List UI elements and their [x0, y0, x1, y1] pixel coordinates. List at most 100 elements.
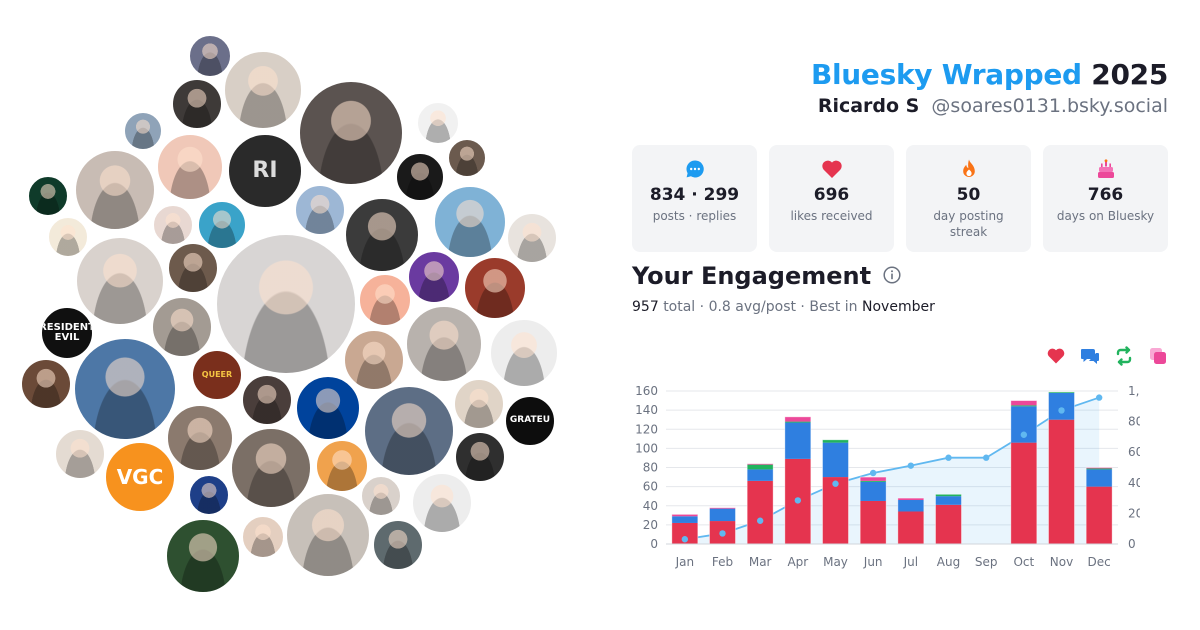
header: Bluesky Wrapped 2025 Ricardo S @soares01…	[811, 58, 1168, 117]
avatar[interactable]	[73, 337, 177, 441]
avatar[interactable]	[165, 518, 241, 594]
avatar[interactable]	[215, 233, 357, 375]
y-tick-label-right: 1,000	[1128, 384, 1140, 398]
avatar-photo	[300, 82, 402, 184]
chart-legend	[1046, 346, 1168, 366]
bar-segment-1	[747, 469, 774, 481]
avatar[interactable]	[54, 428, 106, 480]
avatar[interactable]	[363, 385, 455, 477]
avatar-text: GRATEU	[509, 415, 551, 426]
cumulative-point	[719, 530, 726, 537]
avatar-photo	[217, 235, 355, 373]
stat-label: day posting streak	[933, 209, 1004, 240]
avatar[interactable]	[489, 318, 559, 388]
y-tick-label-right: 0	[1128, 537, 1136, 551]
bar-segment-3	[897, 498, 924, 501]
avatar[interactable]	[156, 133, 224, 201]
y-tick-label-left: 140	[635, 403, 658, 417]
avatar[interactable]	[407, 250, 461, 304]
avatar-photo	[374, 521, 422, 569]
x-tick-label: Feb	[712, 555, 733, 569]
x-tick-label: Aug	[937, 555, 960, 569]
bar-segment-1	[822, 442, 849, 478]
bar-segment-3	[1086, 467, 1113, 469]
avatar-photo	[317, 441, 367, 491]
avatar[interactable]: RI	[227, 133, 303, 209]
bar-segment-2	[1010, 405, 1037, 407]
avatar[interactable]	[405, 305, 483, 383]
avatar-photo	[296, 186, 344, 234]
avatar-photo	[168, 406, 232, 470]
repost-icon	[1114, 346, 1134, 366]
avatar[interactable]	[295, 375, 361, 441]
bar-segment-1	[671, 516, 698, 523]
avatar[interactable]	[358, 273, 412, 327]
stat-card-streak: 50 day posting streak	[906, 145, 1031, 252]
engagement-chart: 0 20 40 60 80 100 120 140 160 0 200 400 600 800 1,000 J…	[635, 384, 1140, 569]
avatar[interactable]	[506, 212, 558, 264]
bar-segment-2	[935, 494, 962, 497]
avatar[interactable]	[315, 439, 369, 493]
y-tick-label-left: 160	[635, 384, 658, 398]
avatar[interactable]	[27, 175, 69, 217]
avatar[interactable]	[75, 236, 165, 326]
reply-icon	[1080, 346, 1100, 366]
y-tick-label-right: 400	[1128, 476, 1140, 490]
bar-segment-3	[860, 477, 887, 481]
avatar[interactable]	[416, 101, 460, 145]
avatar-text: VGC	[116, 464, 164, 489]
avatar[interactable]: QUEER	[191, 349, 243, 401]
stat-label: posts · replies	[652, 209, 737, 223]
bar-segment-0	[1010, 442, 1037, 544]
bar-segment-1	[935, 496, 962, 505]
engagement-total: 957	[632, 299, 659, 315]
bar-segment-1	[709, 508, 736, 522]
stat-value: 696	[813, 185, 850, 205]
avatar[interactable]	[171, 78, 223, 130]
avatar-photo	[22, 360, 70, 408]
avatar[interactable]	[74, 149, 156, 231]
avatar[interactable]	[188, 474, 230, 516]
avatar-photo	[154, 206, 192, 244]
avatar[interactable]	[123, 111, 163, 151]
avatar[interactable]	[298, 80, 404, 186]
bar-segment-2	[1086, 468, 1113, 470]
avatar[interactable]	[372, 519, 424, 571]
avatar[interactable]	[223, 50, 303, 130]
y-tick-label-left: 60	[643, 480, 658, 494]
cumulative-point	[756, 517, 764, 524]
avatar[interactable]	[188, 34, 232, 78]
avatar-photo	[449, 140, 485, 176]
avatar[interactable]	[241, 515, 285, 559]
avatar-cloud: RI RESIDENT EVIL QUEER GRATEU VGC	[20, 34, 559, 594]
cumulative-point	[794, 497, 802, 504]
avatar[interactable]	[20, 358, 72, 410]
avatar[interactable]	[433, 185, 507, 259]
x-tick-label: Jun	[863, 555, 883, 569]
engagement-title: Your Engagement	[632, 262, 872, 290]
avatar[interactable]	[285, 492, 371, 578]
avatar[interactable]: RESIDENT EVIL	[40, 306, 94, 360]
avatar-photo	[435, 187, 505, 257]
avatar-photo	[456, 433, 504, 481]
bar-segment-3	[1010, 400, 1037, 406]
bar-segment-0	[822, 477, 849, 544]
cake-icon	[1043, 159, 1168, 179]
avatar-photo	[365, 387, 453, 475]
y-tick-label-right: 200	[1128, 506, 1140, 520]
avatar[interactable]	[167, 242, 219, 294]
avatar[interactable]: VGC	[104, 441, 176, 513]
avatar[interactable]	[166, 404, 234, 472]
avatar-photo	[29, 177, 67, 215]
avatar-photo	[409, 252, 459, 302]
avatar[interactable]	[241, 374, 293, 426]
avatar-photo	[491, 320, 557, 386]
info-icon[interactable]	[883, 262, 901, 290]
avatar-photo	[56, 430, 104, 478]
avatar[interactable]: GRATEU	[504, 395, 556, 447]
avatar[interactable]	[294, 184, 346, 236]
x-tick-label: Dec	[1088, 555, 1111, 569]
heart-icon	[1046, 346, 1066, 366]
avatar[interactable]	[453, 378, 505, 430]
avatar[interactable]	[447, 138, 487, 178]
